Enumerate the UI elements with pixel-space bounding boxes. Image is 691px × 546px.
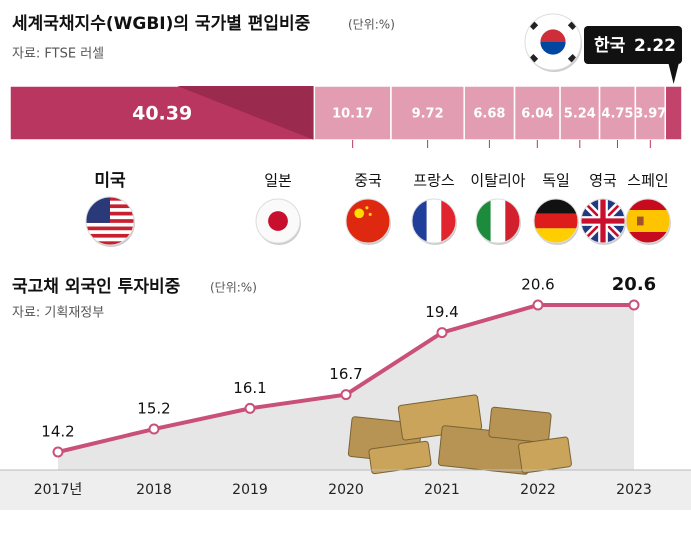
point [532, 299, 544, 311]
point [628, 299, 640, 311]
unit-label: (단위:%) [210, 281, 257, 295]
country-label: 스페인 [627, 172, 668, 190]
point [148, 423, 160, 435]
flag-edge [85, 196, 135, 246]
flag-part [368, 212, 372, 216]
flag [86, 197, 134, 245]
flag-part [534, 228, 578, 243]
flag-part [626, 210, 670, 232]
country-label: 중국 [354, 172, 382, 190]
country-label: 영국 [589, 172, 617, 190]
flag-part [86, 241, 134, 245]
country-label: 미국 [94, 171, 126, 191]
value-label: 16.1 [233, 379, 266, 397]
point [52, 446, 64, 458]
flag-part [540, 42, 566, 55]
flag-part [268, 211, 288, 231]
flag [626, 199, 670, 243]
value-label: 14.2 [41, 423, 74, 441]
flag-part [637, 216, 644, 226]
flag-part [86, 230, 134, 235]
x-tick-label: 2018 [136, 482, 172, 498]
money-stack [518, 436, 572, 474]
flag-part [534, 213, 578, 229]
value-label: 3.97 [634, 107, 666, 122]
flag-part [86, 226, 134, 231]
callout-pointer [668, 64, 679, 84]
flag-part [490, 199, 506, 243]
callout [584, 26, 682, 64]
bar-fold [177, 86, 315, 140]
value-label: 15.2 [137, 400, 170, 418]
x-tick-label: 2023 [616, 482, 652, 498]
baseline-band [0, 470, 691, 510]
flag-edge [533, 198, 579, 244]
flag-part [476, 199, 491, 243]
flag-part [86, 233, 134, 238]
flag-part [412, 199, 427, 243]
value-label: 16.7 [329, 365, 362, 383]
flag-part [86, 237, 134, 242]
value-label: 4.75 [601, 107, 633, 122]
flag-edge [345, 198, 391, 244]
flag [346, 199, 390, 243]
flag-edge [524, 13, 582, 71]
country-label: 한국 [594, 36, 626, 56]
x-tick-label: 2019 [232, 482, 268, 498]
value-label: 5.24 [564, 107, 596, 122]
point [436, 327, 448, 339]
flag-edge [255, 198, 301, 244]
value-label: 2.22 [634, 36, 676, 56]
chart-title: 세계국채지수(WGBI)의 국가별 편입비중 [12, 14, 311, 34]
chart-title: 국고채 외국인 투자비중 [12, 277, 181, 297]
country-label: 일본 [264, 172, 292, 190]
value-label: 20.6 [612, 274, 656, 295]
flag-part [86, 222, 134, 227]
value-label: 10.17 [332, 107, 373, 122]
unit-label: (단위:%) [348, 18, 395, 32]
source: 자료: 기획재정부 [12, 306, 104, 321]
value-label: 6.04 [521, 107, 553, 122]
flag-part [581, 218, 625, 224]
flag-part [365, 206, 369, 210]
flag [256, 199, 300, 243]
flag-part [426, 199, 442, 243]
flag-part [505, 199, 520, 243]
flag [476, 199, 520, 243]
bar-segment [664, 85, 683, 141]
source: 자료: FTSE 러셀 [12, 47, 104, 62]
x-tick-label: 2021 [424, 482, 460, 498]
bar-segment [463, 85, 516, 141]
flag-edge [580, 198, 626, 244]
point [244, 402, 256, 414]
value-label: 20.6 [521, 276, 554, 294]
flag-edge [475, 198, 521, 244]
x-tick-label: 2020 [328, 482, 364, 498]
flag-part [534, 199, 578, 214]
country-label: 이탈리아 [470, 172, 525, 190]
x-tick-label: 2022 [520, 482, 556, 498]
flag [581, 199, 625, 243]
country-label: 독일 [542, 172, 570, 190]
flag [412, 199, 456, 243]
flag-part [441, 199, 456, 243]
value-label: 19.4 [425, 303, 458, 321]
x-tick-label: 2017년 [34, 482, 83, 498]
country-label: 프랑스 [413, 172, 455, 190]
money-stack [488, 406, 552, 444]
flag-part [540, 29, 566, 42]
bar-segment [390, 85, 465, 141]
value-label: 9.72 [412, 107, 444, 122]
value-label: 6.68 [473, 107, 505, 122]
flag-part [346, 199, 390, 243]
flag-edge [411, 198, 457, 244]
flag-part [354, 208, 365, 219]
bar-segment [559, 85, 601, 141]
point [340, 389, 352, 401]
value-label: 40.39 [132, 103, 192, 125]
flag-edge [625, 198, 671, 244]
flag [534, 199, 578, 243]
